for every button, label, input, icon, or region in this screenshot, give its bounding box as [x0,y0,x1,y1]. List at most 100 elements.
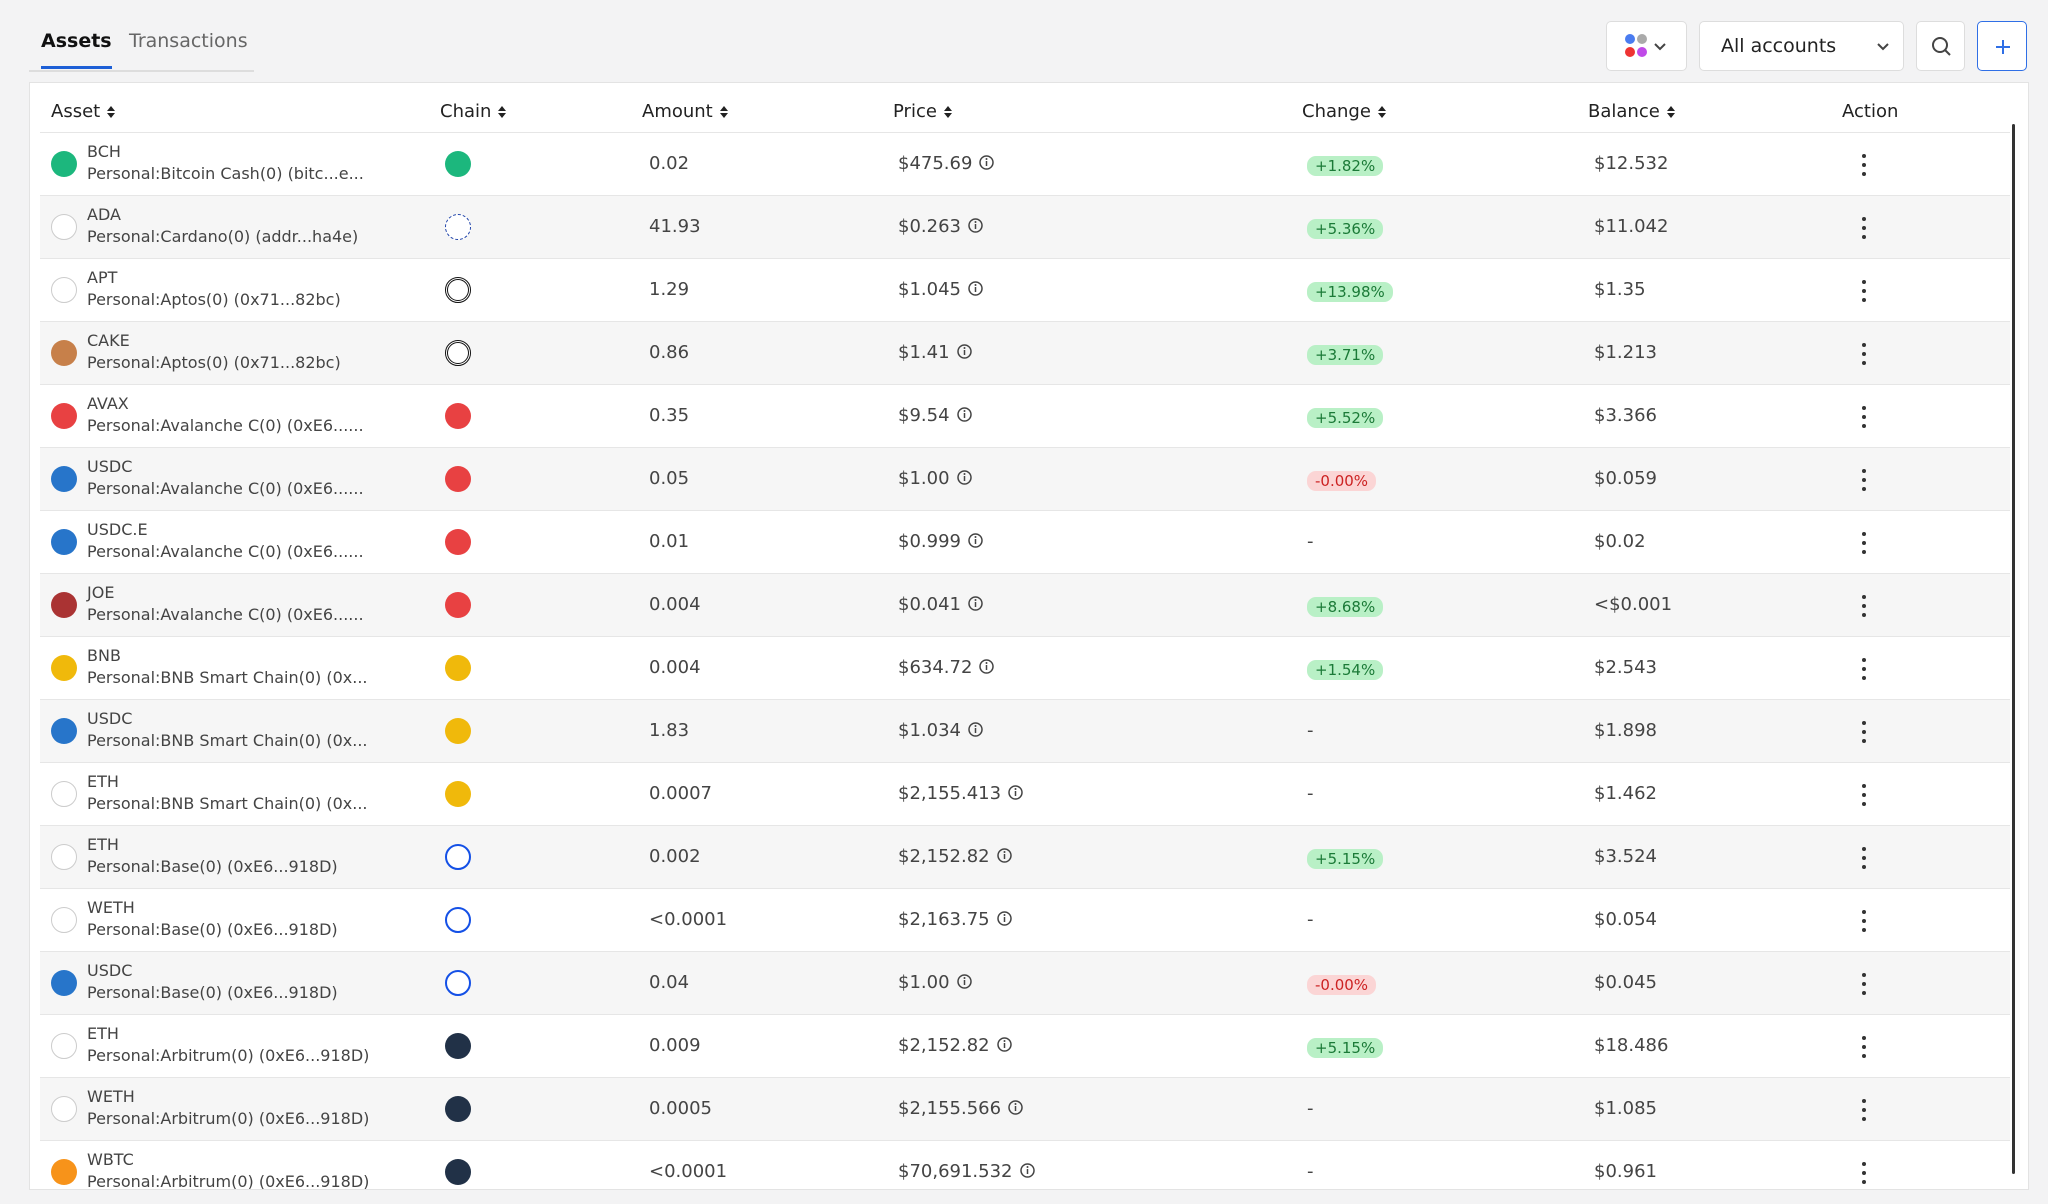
price-cell: $70,691.532 [898,1161,1036,1182]
info-icon[interactable] [961,594,984,615]
action-menu[interactable] [1857,1033,1871,1065]
column-header[interactable]: Change [1302,101,1387,122]
chain-icon [445,1033,471,1059]
amount: 0.0007 [649,783,712,804]
action-menu[interactable] [1857,781,1871,813]
action-menu[interactable] [1857,1159,1871,1189]
action-menu[interactable] [1857,844,1871,876]
info-icon[interactable] [1013,1161,1036,1182]
action-menu[interactable] [1857,655,1871,687]
amount: 1.83 [649,720,690,741]
column-header[interactable]: Amount [642,101,729,122]
change-badge: +5.15% [1307,1038,1384,1058]
info-icon[interactable] [961,216,984,237]
action-menu[interactable] [1857,403,1871,435]
info-icon[interactable] [1001,1098,1024,1119]
info-icon[interactable] [950,405,973,426]
sort-icon [719,104,729,120]
column-header[interactable]: Balance [1588,101,1676,122]
info-icon[interactable] [961,531,984,552]
change: - [1307,1098,1314,1119]
asset-icon [51,340,77,366]
action-menu[interactable] [1857,592,1871,624]
asset-icon [51,844,77,870]
info-icon[interactable] [950,468,973,489]
price-cell: $2,152.82 [898,846,1013,867]
asset-account: Personal:Base(0) (0xE6...918D) [87,983,338,1002]
tab[interactable]: Transactions [129,30,248,52]
asset-symbol: USDC [87,457,133,476]
balance: $18.486 [1594,1035,1669,1056]
search-button[interactable] [1916,21,1965,71]
sort-icon [1377,104,1387,120]
add-button[interactable] [1977,21,2027,71]
view-toggle[interactable] [1606,21,1687,71]
action-menu[interactable] [1857,340,1871,372]
info-icon[interactable] [1001,783,1024,804]
account-select[interactable]: All accounts [1699,21,1904,71]
action-menu[interactable] [1857,151,1871,183]
change-badge: +5.52% [1307,408,1384,428]
column-header[interactable]: Price [893,101,953,122]
column-header-label: Action [1842,101,1899,122]
tab[interactable]: Assets [41,30,112,69]
table-row: WBTC Personal:Arbitrum(0) (0xE6...918D) <0… [40,1140,2010,1189]
action-menu[interactable] [1857,214,1871,246]
info-icon[interactable] [990,1035,1013,1056]
action-menu[interactable] [1857,466,1871,498]
column-header[interactable]: Asset [51,101,116,122]
info-icon[interactable] [972,657,995,678]
change: - [1307,783,1314,804]
sort-icon [106,104,116,120]
info-icon[interactable] [961,720,984,741]
table-row: USDC Personal:BNB Smart Chain(0) (0x... 1.… [40,699,2010,763]
assets-table: Asset Chain Amount Price Change Balance Action… [29,82,2029,1190]
price: $0.041 [898,594,961,615]
chain-icon [445,718,471,744]
action-menu[interactable] [1857,907,1871,939]
icon [1877,43,1889,51]
info-icon[interactable] [990,909,1013,930]
balance: $3.366 [1594,405,1657,426]
action-menu[interactable] [1857,1096,1871,1128]
action-menu[interactable] [1857,718,1871,750]
chain-icon [445,844,471,870]
asset-account: Personal:BNB Smart Chain(0) (0x... [87,794,368,813]
asset-symbol: ETH [87,835,119,854]
price: $1.00 [898,468,950,489]
price: $9.54 [898,405,950,426]
action-menu[interactable] [1857,529,1871,561]
asset-symbol: USDC [87,961,133,980]
action-menu[interactable] [1857,970,1871,1002]
asset-account: Personal:Base(0) (0xE6...918D) [87,920,338,939]
action-menu[interactable] [1857,277,1871,309]
price-cell: $1.41 [898,342,973,363]
balance: $11.042 [1594,216,1669,237]
change-badge: +8.68% [1307,597,1384,617]
column-header[interactable]: Chain [440,101,507,122]
chain-icon [445,151,471,177]
tab-underline [29,70,254,72]
info-icon[interactable] [950,972,973,993]
chain-icon [445,1159,471,1185]
sort-icon [943,104,953,120]
price-cell: $9.54 [898,405,973,426]
chain-icon [445,214,471,240]
info-icon[interactable] [950,342,973,363]
balance: $3.524 [1594,846,1657,867]
asset-symbol: ADA [87,205,121,224]
chain-icon [445,781,471,807]
info-icon[interactable] [972,153,995,174]
change-badge: +13.98% [1307,282,1393,302]
asset-symbol: USDC.E [87,520,148,539]
info-icon[interactable] [961,279,984,300]
table-row: CAKE Personal:Aptos(0) (0x71...82bc) 0.86 $… [40,321,2010,385]
account-select-label: All accounts [1721,35,1837,57]
chain-icon [445,529,471,555]
asset-icon [51,781,77,807]
amount: 0.002 [649,846,701,867]
balance: $12.532 [1594,153,1669,174]
info-icon[interactable] [990,846,1013,867]
scrollbar [2012,124,2015,1174]
asset-symbol: WETH [87,1087,135,1106]
